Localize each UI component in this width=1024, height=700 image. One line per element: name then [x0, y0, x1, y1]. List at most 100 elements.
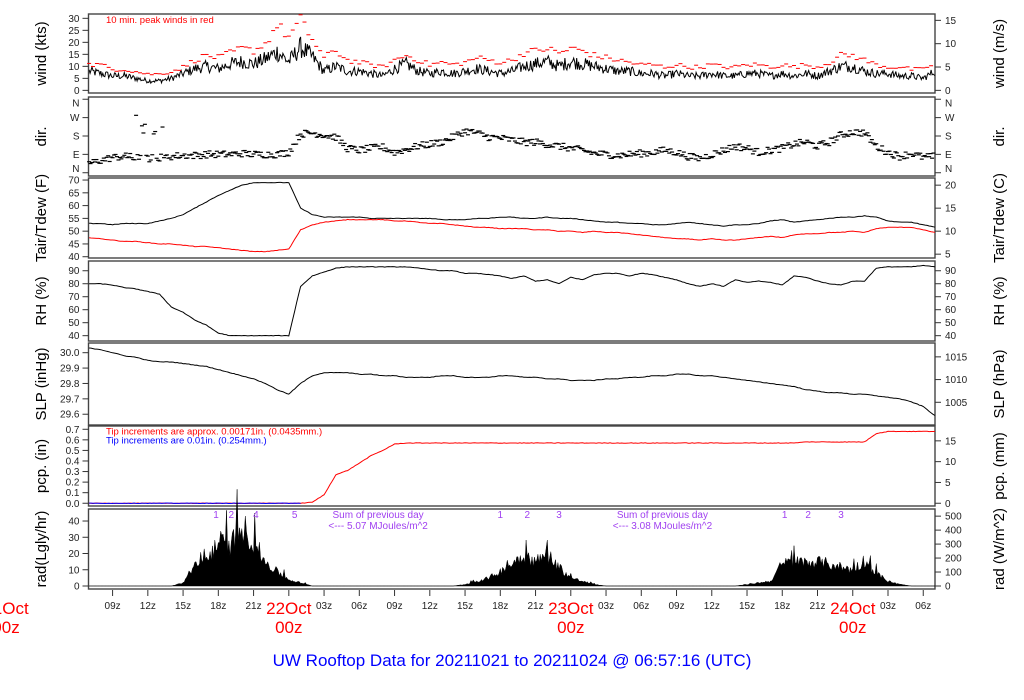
wind-left-tick-label: 15 — [68, 50, 80, 61]
temp-right-tick-label: 10 — [945, 227, 957, 238]
wind-speed-line — [88, 36, 936, 85]
rad-right-tick-label: 400 — [945, 526, 962, 537]
time-tick-label: 21z — [246, 601, 262, 612]
pcp-right-tick-label: 15 — [945, 436, 957, 447]
panel-pcp: 0.00.10.20.30.40.50.60.7 0 5 10 15 pcp. (in) p… — [33, 425, 1008, 510]
wind-left-tick-label: 0 — [74, 86, 80, 97]
radiation-marker: 4 — [253, 510, 259, 521]
pcp-right-tick-label: 10 — [945, 457, 957, 468]
rh-right-tick-label: 90 — [945, 266, 957, 277]
radiation-marker: 1 — [213, 510, 219, 521]
tip-increment-note: Tip increments are 0.01in. (0.254mm.) — [106, 436, 267, 447]
radiation-marker: 3 — [838, 510, 844, 521]
pcp-left-tick-label: 0.3 — [66, 467, 80, 478]
rh-left-tick-label: 40 — [68, 331, 80, 342]
wind-right-tick-label: 10 — [945, 39, 957, 50]
radiation-marker: 2 — [228, 510, 234, 521]
wind-frame — [87, 13, 936, 94]
radiation-marker: 5 — [292, 510, 298, 521]
slp-left-tick-label: 29.9 — [60, 364, 80, 375]
dir-right-tick-label: S — [945, 131, 952, 142]
daily-sum-label: Sum of previous day — [617, 510, 708, 521]
date-time-label: 00z — [557, 618, 584, 637]
time-tick-label: 09z — [668, 601, 684, 612]
pcp-left-tick-label: 0.2 — [66, 478, 80, 489]
pcp-right-tick-label: 5 — [945, 478, 951, 489]
rh-left-tick-label: 70 — [68, 292, 80, 303]
wind-right-tick-label: 0 — [945, 86, 951, 97]
rad-right-tick-label: 200 — [945, 554, 962, 565]
rad-left-tick-label: 30 — [68, 533, 80, 544]
slp-left-tick-label: 29.7 — [60, 394, 80, 405]
slp-right-tick-label: 1010 — [945, 375, 968, 386]
temp-right-axis-label: Tair/Tdew (C) — [991, 173, 1008, 263]
pcp-frame — [87, 425, 936, 507]
temp-series-line — [89, 181, 936, 228]
rh-frame — [87, 260, 936, 342]
wind-left-tick-label: 30 — [68, 14, 80, 25]
slp-series-line — [89, 347, 936, 416]
wind-left-tick-label: 25 — [68, 26, 80, 37]
date-time-label: 00z — [275, 618, 302, 637]
slp-left-axis-label: SLP (inHg) — [33, 347, 50, 420]
dir-right-tick-label: E — [945, 150, 952, 161]
dir-right-tick-label: W — [945, 113, 955, 124]
time-tick-label: 15z — [175, 601, 191, 612]
time-tick-label: 21z — [809, 601, 825, 612]
rad-right-tick-label: 300 — [945, 540, 962, 551]
rh-right-axis-label: RH (%) — [991, 276, 1008, 325]
time-tick-label: 03z — [598, 601, 614, 612]
rad-frame — [87, 508, 936, 590]
time-tick-label: 15z — [739, 601, 755, 612]
rad-right-tick-label: 0 — [945, 581, 951, 592]
rh-right-tick-label: 50 — [945, 318, 957, 329]
dir-right-tick-label: N — [945, 164, 952, 175]
pcp-left-tick-label: 0.1 — [66, 488, 80, 499]
slp-left-tick-label: 30.0 — [60, 348, 80, 359]
pcp-left-tick-label: 0.6 — [66, 435, 80, 446]
temp-left-tick-label: 40 — [68, 252, 80, 263]
rad-right-tick-label: 500 — [945, 512, 962, 523]
date-label: 24Oct — [830, 599, 876, 618]
rad-left-tick-label: 20 — [68, 549, 80, 560]
slp-left-tick-label: 29.8 — [60, 379, 80, 390]
dir-left-tick-label: E — [73, 150, 80, 161]
chart-title: UW Rooftop Data for 20211021 to 20211024… — [273, 651, 752, 670]
radiation-marker: 1 — [498, 510, 504, 521]
date-label: 23Oct — [548, 599, 594, 618]
temp-left-tick-label: 55 — [68, 214, 80, 225]
daily-sum-value: <--- 3.08 MJoules/m^2 — [613, 521, 713, 532]
temp-right-tick-label: 20 — [945, 181, 957, 192]
time-tick-label: 15z — [457, 601, 473, 612]
slp-right-axis-label: SLP (hPa) — [991, 350, 1008, 419]
rh-right-tick-label: 70 — [945, 292, 957, 303]
pcp-left-tick-label: 0.4 — [66, 456, 80, 467]
temp-frame — [87, 177, 936, 259]
time-tick-label: 18z — [210, 601, 226, 612]
rh-right-tick-label: 80 — [945, 279, 957, 290]
rh-left-tick-label: 90 — [68, 266, 80, 277]
peak-wind-legend: 10 min. peak winds in red — [106, 15, 214, 26]
slp-frame — [87, 342, 936, 426]
wind-right-tick-label: 5 — [945, 63, 951, 74]
rh-right-tick-label: 60 — [945, 305, 957, 316]
rh-left-tick-label: 80 — [68, 279, 80, 290]
pcp-left-axis-label: pcp. (in) — [33, 439, 50, 493]
time-tick-label: 12z — [422, 601, 438, 612]
wind-right-axis-label: wind (m/s) — [991, 19, 1008, 89]
wind-right-tick-label: 15 — [945, 16, 957, 27]
time-axis: 09z 12z 15z 18z 21z 03z 06z 09z 12z 15z 18z 21z 03z 0… — [0, 590, 931, 637]
rad-left-tick-label: 10 — [68, 565, 80, 576]
dir-right-axis-label: dir. — [991, 126, 1008, 146]
daily-sum-label: Sum of previous day — [333, 510, 424, 521]
temp-left-tick-label: 50 — [68, 227, 80, 238]
slp-left-tick-label: 29.6 — [60, 410, 80, 421]
temp-left-tick-label: 65 — [68, 188, 80, 199]
rad-left-axis-label: rad(Lgly/hr) — [33, 511, 50, 588]
time-tick-label: 12z — [704, 601, 720, 612]
time-tick-label: 03z — [316, 601, 332, 612]
